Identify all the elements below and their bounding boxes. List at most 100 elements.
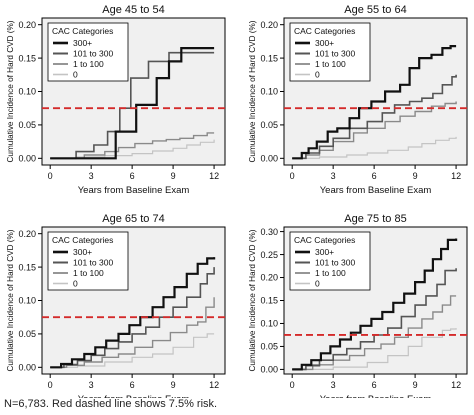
y-axis-label: Cumulative Incidence of Hard CVD (%) — [6, 20, 15, 162]
panel-title: Age 55 to 64 — [344, 4, 406, 16]
x-axis-label: Years from Baseline Exam — [78, 394, 190, 398]
y-tick-label: 0.10 — [18, 296, 36, 306]
y-tick-label: 0.20 — [18, 20, 36, 30]
x-tick-label: 0 — [48, 171, 53, 181]
x-tick-label: 6 — [130, 171, 135, 181]
y-tick-label: 0.20 — [18, 229, 36, 239]
series-line-0 — [50, 139, 215, 159]
x-tick-label: 12 — [451, 380, 461, 390]
panel-title: Age 75 to 85 — [344, 213, 406, 225]
legend-label: 300+ — [73, 247, 92, 257]
legend-label: 0 — [73, 70, 78, 80]
x-tick-label: 12 — [209, 171, 219, 181]
series-line-0 — [292, 136, 457, 159]
series-line-1-to-100 — [50, 132, 215, 159]
x-tick-label: 3 — [331, 380, 336, 390]
x-tick-label: 9 — [413, 380, 418, 390]
y-axis-label: Cumulative Incidence of Hard CVD (%) — [248, 20, 257, 162]
y-tick-label: 0.25 — [260, 250, 278, 260]
legend-title: CAC Categories — [294, 26, 355, 36]
series-line-101-to-300 — [50, 267, 215, 369]
y-tick-label: 0.30 — [260, 227, 278, 237]
panel-title: Age 65 to 74 — [102, 213, 164, 225]
legend-label: 1 to 100 — [73, 59, 104, 69]
series-line-101-to-300 — [50, 51, 215, 160]
y-tick-label: 0.10 — [260, 319, 278, 329]
panel-4: Age 75 to 85 0.00 0.05 0.10 0.15 0.20 0.25 0.30… — [248, 213, 468, 398]
x-tick-label: 9 — [413, 171, 418, 181]
legend-label: 300+ — [315, 247, 334, 257]
x-tick-label: 3 — [331, 171, 336, 181]
legend-label: 0 — [315, 70, 320, 80]
y-axis-label: Cumulative Incidence of Hard CVD (%) — [248, 229, 257, 371]
x-tick-label: 9 — [171, 380, 176, 390]
figure-canvas: Age 45 to 54 0.00 0.05 0.10 0.15 0.20 0 3 6 9 12 Ye… — [6, 4, 468, 398]
series-line-300 — [292, 238, 458, 371]
y-tick-label: 0.10 — [18, 87, 36, 97]
legend-title: CAC Categories — [52, 235, 113, 245]
x-tick-label: 6 — [372, 380, 377, 390]
y-tick-label: 0.15 — [18, 262, 36, 272]
legend-label: 101 to 300 — [73, 49, 113, 59]
legend-label: 300+ — [73, 38, 92, 48]
y-tick-label: 0.15 — [260, 53, 278, 63]
y-tick-label: 0.20 — [260, 273, 278, 283]
x-axis-label: Years from Baseline Exam — [320, 394, 432, 398]
legend-label: 101 to 300 — [73, 258, 113, 268]
x-tick-label: 6 — [130, 380, 135, 390]
x-tick-label: 6 — [372, 171, 377, 181]
series-line-101-to-300 — [292, 74, 457, 160]
series-line-1-to-100 — [50, 297, 215, 368]
legend-title: CAC Categories — [294, 235, 355, 245]
legend-label: 1 to 100 — [315, 59, 346, 69]
legend-label: 1 to 100 — [73, 268, 104, 278]
y-tick-label: 0.05 — [260, 120, 278, 130]
legend-title: CAC Categories — [52, 26, 113, 36]
x-tick-label: 0 — [48, 380, 53, 390]
legend-label: 1 to 100 — [315, 268, 346, 278]
legend-label: 101 to 300 — [315, 49, 355, 59]
y-tick-label: 0.15 — [260, 296, 278, 306]
x-tick-label: 0 — [290, 171, 295, 181]
x-tick-label: 0 — [290, 380, 295, 390]
y-tick-label: 0.15 — [18, 53, 36, 63]
legend-label: 0 — [315, 279, 320, 289]
x-tick-label: 3 — [89, 380, 94, 390]
legend-box — [47, 231, 129, 291]
y-tick-label: 0.00 — [18, 363, 36, 373]
x-tick-label: 9 — [171, 171, 176, 181]
y-tick-label: 0.00 — [18, 154, 36, 164]
x-tick-label: 3 — [89, 171, 94, 181]
y-tick-label: 0.05 — [18, 120, 36, 130]
figure-caption: N=6,783. Red dashed line shows 7.5% risk… — [4, 398, 218, 410]
x-axis-label: Years from Baseline Exam — [78, 185, 190, 196]
y-tick-label: 0.00 — [260, 365, 278, 375]
y-tick-label: 0.20 — [260, 20, 278, 30]
legend-box — [47, 22, 129, 82]
legend-label: 0 — [73, 279, 78, 289]
legend-label: 300+ — [315, 38, 334, 48]
series-line-0 — [292, 328, 457, 370]
x-tick-label: 12 — [209, 380, 219, 390]
x-tick-label: 12 — [451, 171, 461, 181]
panel-title: Age 45 to 54 — [102, 4, 164, 16]
y-axis-label: Cumulative Incidence of Hard CVD (%) — [6, 229, 15, 371]
panel-3: Age 65 to 74 0.00 0.05 0.10 0.15 0.20 0 3 6 9 12 Ye… — [6, 213, 226, 398]
legend-box — [289, 22, 371, 82]
legend-label: 101 to 300 — [315, 258, 355, 268]
y-tick-label: 0.05 — [260, 342, 278, 352]
series-line-300 — [50, 47, 215, 160]
y-tick-label: 0.10 — [260, 87, 278, 97]
series-line-0 — [50, 333, 215, 368]
legend-box — [289, 231, 371, 291]
y-tick-label: 0.00 — [260, 154, 278, 164]
series-line-300 — [50, 257, 216, 369]
panel-2: Age 55 to 64 0.00 0.05 0.10 0.15 0.20 0 3 6 9 12 Ye… — [248, 4, 468, 196]
y-tick-label: 0.05 — [18, 329, 36, 339]
series-line-300 — [292, 45, 457, 160]
panel-1: Age 45 to 54 0.00 0.05 0.10 0.15 0.20 0 3 6 9 12 Ye… — [6, 4, 226, 196]
